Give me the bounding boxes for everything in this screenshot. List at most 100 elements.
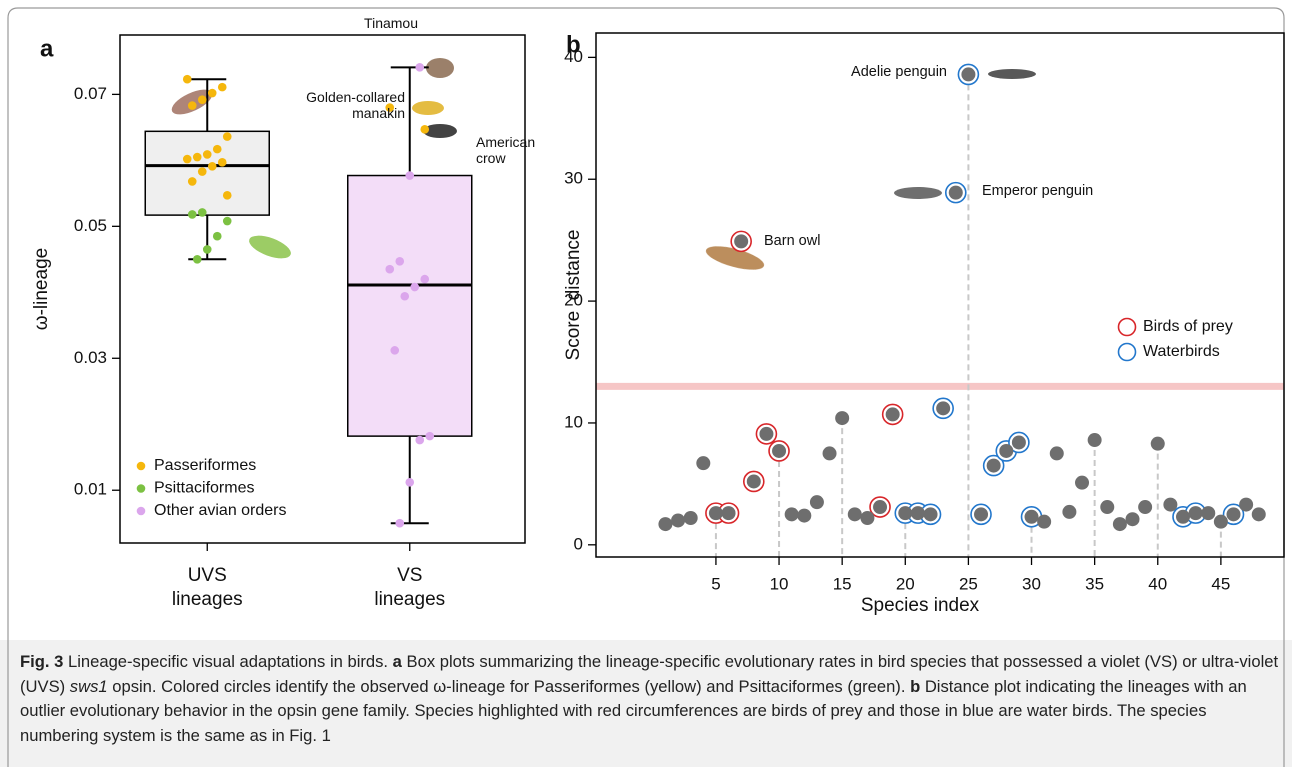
data-point: [898, 506, 913, 521]
data-point: [1011, 435, 1026, 450]
data-point: [1125, 512, 1140, 527]
data-point: [961, 67, 976, 82]
data-point: [1087, 433, 1102, 448]
annotation: Adelie penguin: [851, 64, 947, 80]
data-point: [192, 152, 202, 162]
y-tick-label: 30: [564, 169, 583, 188]
data-point: [410, 282, 420, 292]
data-point: [400, 291, 410, 301]
x-tick-label: 30: [1022, 574, 1041, 593]
data-point: [734, 234, 749, 249]
data-point: [395, 256, 405, 266]
y-axis-label: ω-lineage: [31, 248, 52, 330]
x-tick-label: 25: [959, 574, 978, 593]
data-point: [885, 407, 900, 422]
x-tick-label: 10: [770, 574, 789, 593]
data-point: [222, 132, 232, 141]
y-tick-label: 40: [564, 47, 583, 66]
caption: Fig. 3 Lineage-specific visual adaptatio…: [20, 650, 1282, 748]
annotation: Golden-collared manakin: [306, 89, 405, 121]
data-point: [1201, 506, 1216, 521]
data-point: [772, 443, 787, 458]
data-point: [1037, 514, 1052, 529]
data-point: [923, 507, 938, 522]
data-point: [385, 103, 395, 112]
legend-label: Other avian orders: [154, 502, 287, 519]
y-tick-label: 20: [564, 291, 583, 310]
data-point: [999, 443, 1014, 458]
legend-label: Psittaciformes: [154, 480, 254, 497]
box: [347, 174, 473, 437]
caption-text: Distance plot indicating the lineages wi…: [20, 676, 1247, 745]
data-point: [809, 495, 824, 510]
caption-gene: sws1: [69, 676, 108, 696]
data-point: [1100, 500, 1115, 515]
annotation: Tinamou: [364, 15, 418, 31]
caption-text: opsin. Colored circles identify the obse…: [112, 676, 906, 696]
x-tick-label: 35: [1085, 574, 1104, 593]
data-point: [696, 456, 711, 471]
legend-marker: [136, 461, 146, 471]
y-tick-label: 0.03: [74, 348, 107, 367]
plot-frame: [595, 32, 1285, 558]
data-point: [1226, 507, 1241, 522]
data-point: [910, 506, 925, 521]
data-point: [395, 518, 405, 528]
data-point: [860, 511, 875, 526]
plot-frame: [119, 34, 526, 544]
data-point: [708, 506, 723, 521]
data-point: [1239, 497, 1254, 512]
data-point: [1150, 436, 1165, 451]
x-tick-label: 40: [1148, 574, 1167, 593]
data-point: [415, 435, 425, 445]
panel-letter: a: [40, 35, 54, 62]
data-point: [405, 171, 415, 180]
y-tick-label: 10: [564, 412, 583, 431]
y-tick-label: 0: [574, 534, 583, 553]
data-point: [217, 158, 227, 167]
data-point: [425, 431, 435, 441]
x-axis-label: Species index: [861, 595, 980, 616]
legend-label: Birds of prey: [1143, 318, 1233, 335]
data-point: [207, 161, 217, 171]
data-point: [1251, 507, 1266, 522]
data-point: [202, 150, 212, 159]
legend-marker: [136, 506, 146, 516]
data-point: [873, 500, 888, 515]
caption-title: Lineage-specific visual adaptations in b…: [67, 652, 389, 671]
data-point: [420, 125, 430, 134]
panel-letter: b: [566, 31, 581, 58]
data-point: [222, 216, 232, 226]
caption-panel: b: [910, 676, 921, 696]
x-tick-label: 20: [896, 574, 915, 593]
x-tick-label: 45: [1211, 574, 1230, 593]
data-point: [385, 264, 395, 274]
data-point: [847, 507, 862, 522]
data-point: [1112, 517, 1127, 532]
data-point: [1062, 504, 1077, 519]
y-tick-label: 0.05: [74, 216, 107, 235]
annotation: American crow: [476, 134, 535, 166]
data-point: [986, 458, 1001, 473]
data-point: [182, 154, 192, 164]
data-point: [197, 95, 207, 104]
figure-border: [7, 7, 1285, 767]
data-point: [1163, 497, 1178, 512]
box: [144, 130, 270, 216]
data-point: [746, 474, 761, 489]
data-point: [1075, 475, 1090, 490]
annotation: Barn owl: [764, 233, 820, 249]
data-point: [212, 231, 222, 241]
x-tick-label: VS lineages: [374, 565, 445, 610]
data-point: [948, 185, 963, 200]
x-tick-label: 5: [711, 574, 720, 593]
data-point: [1049, 446, 1064, 461]
data-point: [187, 177, 197, 186]
bird-illustrations: [171, 58, 1036, 270]
data-point: [974, 507, 989, 522]
data-point: [1213, 514, 1228, 529]
data-point: [390, 346, 400, 355]
data-point: [207, 88, 217, 98]
